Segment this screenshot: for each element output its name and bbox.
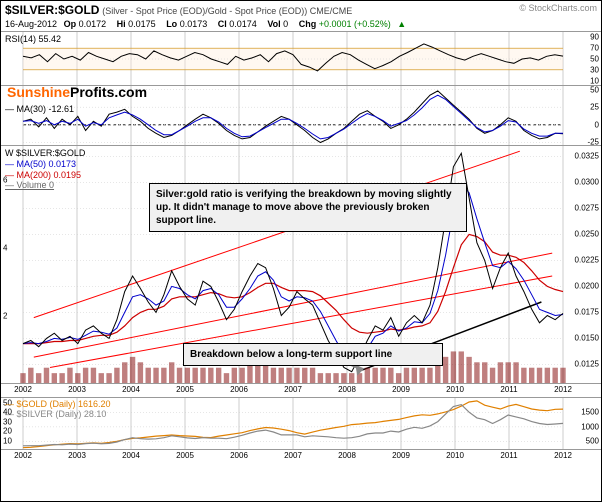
annotation-main: Silver:gold ratio is verifying the break… [149,183,467,232]
bottom-labels: — $GOLD (Daily) 1616.20— $SILVER (Daily)… [5,400,111,420]
watermark: SunshineProfits.com [7,84,147,100]
gold-silver-panel: — $GOLD (Daily) 1616.20— $SILVER (Daily)… [1,397,601,449]
bottom-yaxis-right: 50010001500 [567,398,599,449]
x-axis-bottom: 2002200320042005200620072008200920102011… [1,449,601,463]
main-labels: W $SILVER:$GOLD— MA(50) 0.0173— MA(200) … [5,148,85,191]
x-axis-main: 2002200320042005200620072008200920102011… [1,383,601,397]
rsi-label: RSI(14) 55.42 [5,34,61,44]
chart-header: $SILVER:$GOLD (Silver - Spot Price (EOD)… [1,1,601,19]
ma30-yaxis: -2502550 [567,86,599,145]
annotation-breakdown: Breakdown below a long-term support line [183,343,443,366]
ohlc-bar: 16-Aug-2012 Op 0.0172 Hi 0.0175 Lo 0.017… [1,19,601,31]
header-left: $SILVER:$GOLD (Silver - Spot Price (EOD)… [5,3,352,17]
close-label: Cl 0.0174 [218,19,261,29]
ma30-label: — MA(30) -12.61 [5,104,74,114]
source-credit: © StockCharts.com [519,3,597,17]
chg-label: Chg +0.0001 (+0.52%) ▲ [299,19,415,29]
symbol: $SILVER:$GOLD [5,3,99,17]
symbol-description: (Silver - Spot Price (EOD)/Gold - Spot P… [102,6,352,16]
high-label: Hi 0.0175 [117,19,160,29]
watermark-profits: Profits.com [70,84,147,100]
low-label: Lo 0.0173 [166,19,211,29]
vol-label: Vol 0 [267,19,292,29]
up-arrow-icon: ▲ [397,19,406,29]
rsi-yaxis: 1030507090 [567,32,599,85]
rsi-panel: RSI(14) 55.42 1030507090 [1,31,601,85]
chart-container: $SILVER:$GOLD (Silver - Spot Price (EOD)… [0,0,602,502]
main-yaxis-right: 0.01250.01500.01750.02000.02250.02500.02… [567,146,599,383]
date: 16-Aug-2012 [5,19,57,29]
ma30-panel: SunshineProfits.com — MA(30) -12.61 -250… [1,85,601,145]
open-label: Op 0.0172 [64,19,111,29]
watermark-sunshine: Sunshine [7,84,70,100]
